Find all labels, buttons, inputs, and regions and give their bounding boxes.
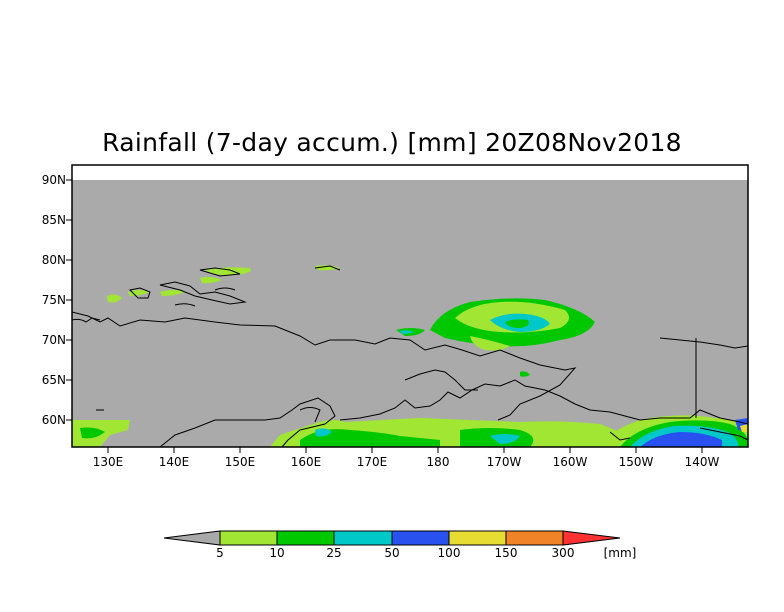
lon-label: 150E [224,455,256,469]
colorbar [163,530,621,546]
lon-label: 160W [552,455,588,469]
coastlines [71,265,749,448]
map-title: Rainfall (7-day accum.) [mm] 20Z08Nov201… [102,128,682,157]
lon-label: 180 [426,455,450,469]
colorbar-swatch [333,530,393,546]
colorbar-swatch [276,530,335,546]
rainfall-field [72,180,748,447]
lon-label: 150W [618,455,654,469]
lon-label: 140W [684,455,720,469]
colorbar-label: 5 [216,546,224,560]
lon-label: 170E [356,455,388,469]
colorbar-low-arrow [163,530,221,546]
lat-label: 90N [41,173,66,187]
colorbar-swatch [505,530,564,546]
colorbar-swatch [391,530,450,546]
lon-label: 140E [158,455,190,469]
colorbar-label: 300 [551,546,575,560]
colorbar-label: 50 [384,546,400,560]
lat-label: 80N [41,253,66,267]
lon-label: 170W [486,455,522,469]
colorbar-label: 10 [269,546,285,560]
lat-label: 75N [41,293,66,307]
colorbar-swatch [448,530,507,546]
colorbar-swatch [219,530,278,546]
colorbar-high-arrow [562,530,621,546]
colorbar-unit: [mm] [603,546,637,560]
lat-label: 70N [41,333,66,347]
lat-label: 60N [41,413,66,427]
colorbar-label: 150 [494,546,518,560]
colorbar-label: 25 [326,546,342,560]
lon-label: 160E [290,455,322,469]
map-frame [71,164,749,448]
axis-ticks [66,179,703,453]
lat-label: 65N [41,373,66,387]
rainfall-patches [72,265,748,447]
colorbar-label: 100 [437,546,461,560]
lon-label: 130E [92,455,124,469]
lat-label: 85N [41,213,66,227]
